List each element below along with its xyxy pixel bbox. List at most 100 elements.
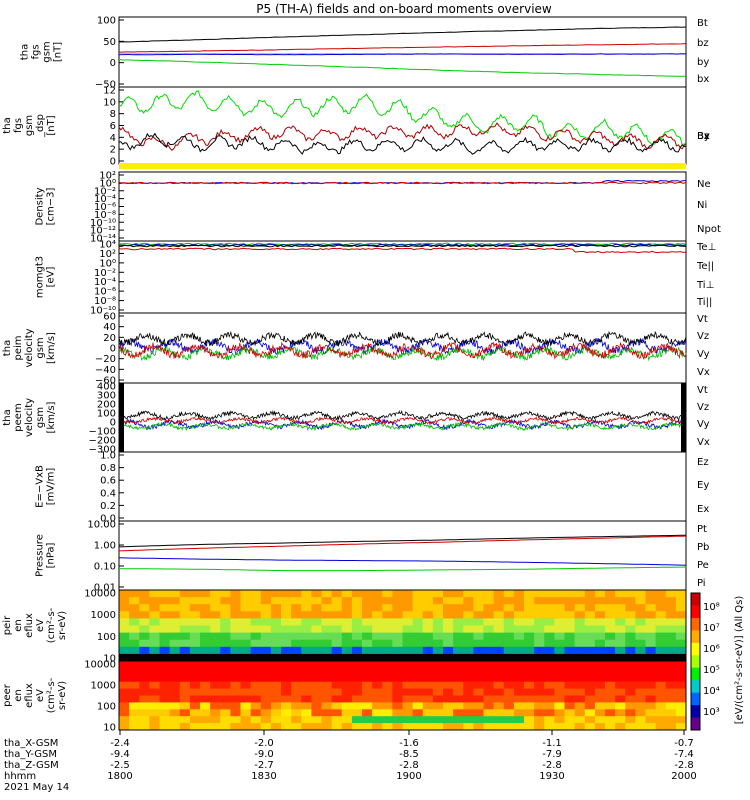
legend-entry: bx [697, 74, 709, 85]
heatmap-cell [655, 661, 667, 669]
heatmap-cell [230, 661, 241, 669]
heatmap-cell [169, 590, 181, 598]
heatmap-cell [513, 653, 525, 662]
heatmap-cell [200, 674, 211, 683]
heatmap-cell [412, 716, 424, 724]
heatmap-cell [362, 667, 373, 676]
y-tick-label: −50 [95, 80, 116, 91]
heatmap-cell [655, 604, 667, 612]
heatmap-cell [372, 590, 383, 598]
heatmap-cell [240, 590, 252, 598]
orbit-value: -2.8 [399, 760, 419, 771]
orbit-value: -2.0 [254, 738, 274, 749]
y-tick-label: 10² [99, 171, 116, 182]
heatmap-cell [453, 674, 464, 683]
heatmap-cell [473, 695, 484, 703]
heatmap-cell [544, 639, 555, 648]
heatmap-cell [139, 653, 150, 662]
series-Pe [118, 557, 687, 566]
heatmap-cell [443, 723, 454, 731]
heatmap-cell [594, 667, 606, 676]
heatmap-cell [220, 723, 231, 731]
heatmap-cell [503, 667, 515, 676]
heatmap-cell [524, 688, 535, 696]
heatmap-cell [139, 604, 150, 612]
heatmap-cell [544, 604, 555, 612]
heatmap-cell [169, 639, 181, 648]
heatmap-cell [412, 639, 424, 648]
y-tick-label: 8 [110, 109, 116, 120]
heatmap-cell [230, 646, 241, 655]
heatmap-cell [291, 604, 302, 612]
heatmap-cell [574, 618, 586, 626]
heatmap-cell [544, 695, 555, 703]
heatmap-cell [382, 632, 393, 641]
heatmap-cell [432, 590, 444, 598]
heatmap-cell [382, 695, 393, 703]
y-axis-label-line: tha [2, 117, 13, 133]
heatmap-cell [189, 681, 201, 690]
heatmap-cell [321, 604, 333, 612]
y-axis-label-line: fgs [31, 44, 42, 59]
heatmap-cell [513, 716, 525, 724]
heatmap-cell [362, 625, 373, 634]
heatmap-cell [473, 723, 484, 731]
heatmap-cell [139, 702, 150, 710]
heatmap-cell [675, 639, 687, 648]
heatmap-cell [260, 661, 272, 669]
heatmap-cell [544, 709, 555, 717]
heatmap-cell [544, 702, 555, 710]
heatmap-cell [281, 695, 292, 703]
heatmap-cell [230, 653, 241, 662]
y-axis-label: thapeimvelocitygsm[km/s] [2, 328, 57, 367]
heatmap-cell [432, 702, 444, 710]
heatmap-cell [422, 611, 434, 619]
heatmap-cell [321, 618, 333, 626]
heatmap-cell [675, 611, 687, 619]
heatmap-cell [635, 681, 646, 690]
heatmap-cell [189, 625, 201, 634]
heatmap-cell [402, 723, 414, 731]
heatmap-cell [513, 597, 525, 605]
heatmap-cell [362, 674, 373, 683]
colorbar-tick: 10⁷ [703, 623, 720, 634]
heatmap-cell [260, 604, 272, 612]
heatmap-cell [301, 674, 312, 683]
heatmap-cell [260, 625, 272, 634]
heatmap-cell [412, 688, 424, 696]
heatmap-cell [625, 723, 636, 731]
heatmap-cell [351, 639, 363, 648]
heatmap-cell [200, 723, 211, 731]
heatmap-cell [605, 639, 616, 648]
heatmap-cell [311, 597, 322, 605]
heatmap-cell [372, 695, 383, 703]
heatmap-cell [584, 604, 596, 612]
heatmap-cell [665, 632, 677, 641]
heatmap-cell [291, 688, 302, 696]
heatmap-cell [503, 590, 515, 598]
heatmap-cell [119, 709, 130, 717]
heatmap-cell [362, 681, 373, 690]
heatmap-cell [341, 667, 353, 676]
heatmap-cell [402, 709, 414, 717]
heatmap-cell [270, 709, 282, 717]
y-axis-label-line: peer [2, 683, 13, 707]
heatmap-cell [281, 653, 292, 662]
heatmap-cell [655, 653, 667, 662]
heatmap-cell [149, 604, 160, 612]
heatmap-cell [139, 667, 150, 676]
heatmap-cell [260, 611, 272, 619]
heatmap-cell [402, 702, 414, 710]
heatmap-cell [443, 716, 454, 724]
colorbar-tick: 10⁸ [703, 602, 720, 613]
heatmap-cell [503, 688, 515, 696]
heatmap-cell [422, 597, 434, 605]
heatmap-cell [513, 695, 525, 703]
orbit-value: -7.9 [542, 749, 562, 760]
heatmap-cell [220, 681, 231, 690]
heatmap-cell [665, 695, 677, 703]
heatmap-cell [483, 611, 495, 619]
heatmap-cell [544, 688, 555, 696]
heatmap-cell [412, 597, 424, 605]
heatmap-cell [655, 646, 667, 655]
